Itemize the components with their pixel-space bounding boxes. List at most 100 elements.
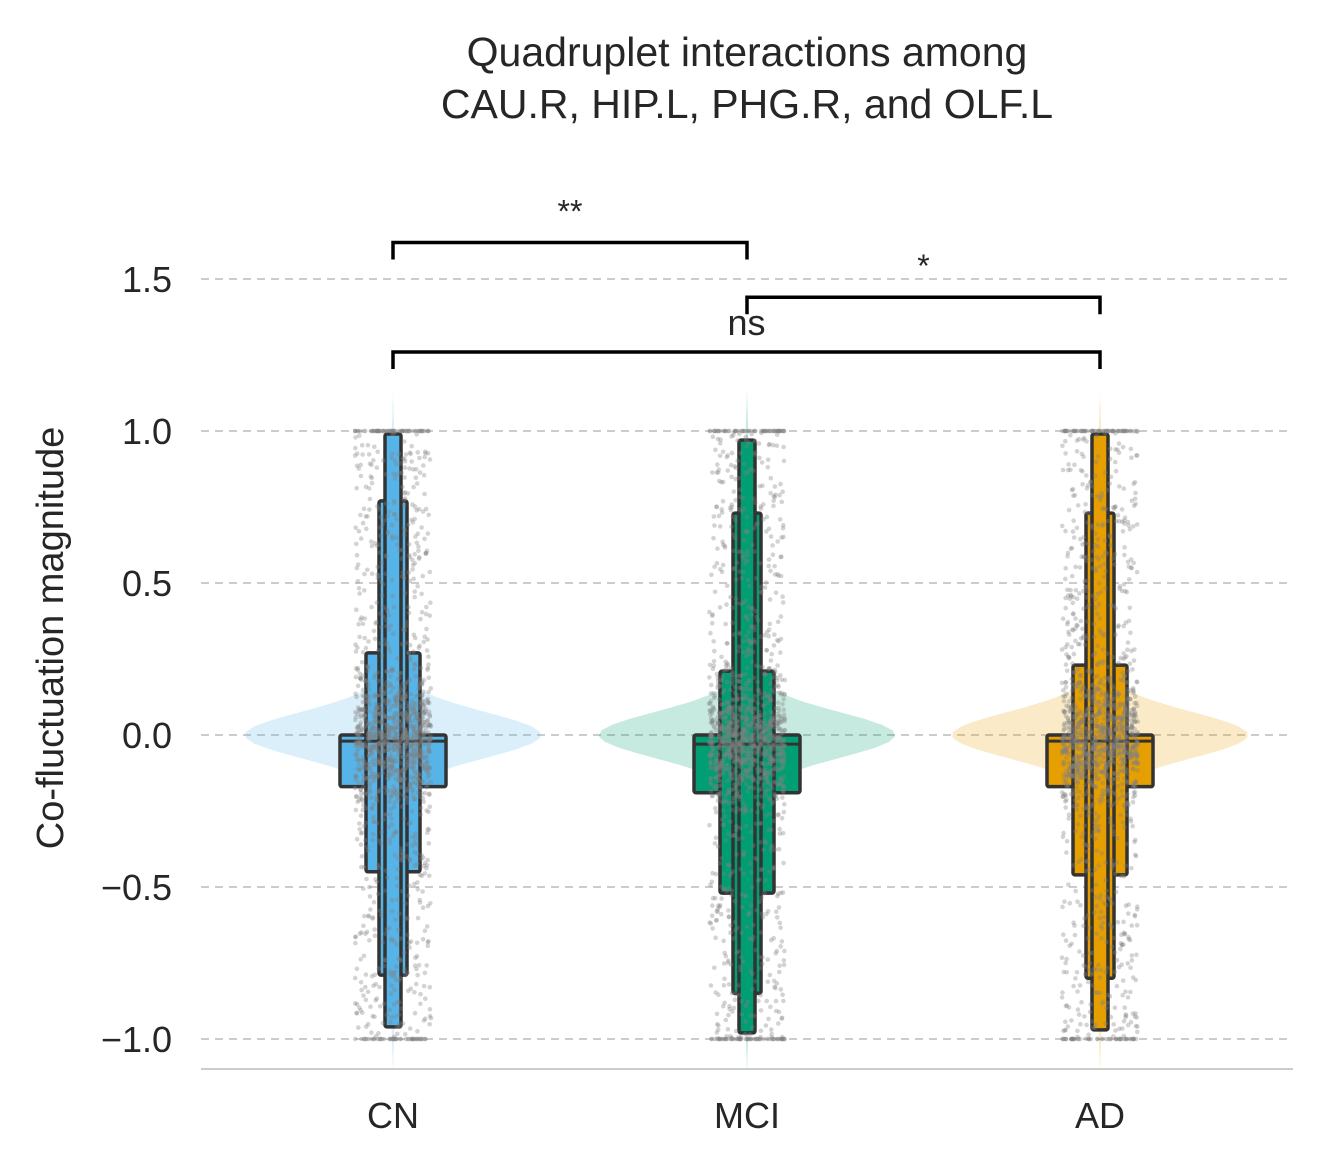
strip-point-cn xyxy=(379,717,385,723)
strip-point-cn xyxy=(420,509,426,514)
strip-point-cn xyxy=(400,484,405,490)
strip-point-cn xyxy=(417,455,422,461)
strip-point-cn xyxy=(426,749,431,755)
strip-point-mci xyxy=(725,724,730,730)
strip-point-ad xyxy=(1125,559,1131,565)
strip-point-ad xyxy=(1087,725,1093,730)
strip-point-cn xyxy=(374,879,380,885)
strip-point-cn xyxy=(354,836,360,842)
strip-point-cn xyxy=(414,1036,420,1042)
strip-point-cn xyxy=(363,645,369,651)
strip-point-cn xyxy=(356,1025,361,1030)
strip-point-cn xyxy=(403,759,409,765)
strip-point-ad xyxy=(1086,779,1092,785)
strip-point-mci xyxy=(740,835,745,841)
strip-point-cn xyxy=(405,736,411,741)
strip-point-mci xyxy=(775,683,780,688)
strip-point-cn xyxy=(404,734,410,739)
strip-point-ad xyxy=(1063,960,1068,966)
strip-point-ad xyxy=(1088,1002,1093,1007)
strip-point-cn xyxy=(427,712,433,718)
strip-point-cn xyxy=(414,981,419,987)
strip-point-ad xyxy=(1133,748,1139,753)
strip-point-mci xyxy=(754,576,759,581)
strip-point-mci xyxy=(726,982,732,987)
strip-point-mci xyxy=(762,690,767,696)
strip-point-cn xyxy=(392,734,398,740)
strip-point-cn xyxy=(425,830,430,835)
strip-point-mci xyxy=(764,998,769,1004)
strip-point-mci xyxy=(776,847,782,852)
strip-point-ad xyxy=(1115,750,1120,755)
strip-point-cn xyxy=(402,950,407,956)
strip-point-cn xyxy=(387,725,393,731)
strip-point-mci xyxy=(736,992,742,998)
strip-point-cn xyxy=(404,428,409,434)
strip-point-cn xyxy=(416,777,421,782)
strip-point-cn xyxy=(406,716,411,721)
strip-point-cn xyxy=(428,901,433,906)
strip-point-mci xyxy=(728,819,733,824)
strip-point-mci xyxy=(737,1036,743,1042)
strip-point-ad xyxy=(1096,863,1102,868)
strip-point-cn xyxy=(427,722,433,728)
strip-point-mci xyxy=(745,528,750,534)
strip-point-mci xyxy=(756,709,762,715)
strip-point-ad xyxy=(1061,791,1067,797)
strip-point-cn xyxy=(384,428,389,434)
strip-point-cn xyxy=(406,821,412,826)
strip-point-cn xyxy=(412,757,418,762)
strip-point-mci xyxy=(780,890,786,895)
strip-point-mci xyxy=(756,801,762,807)
strip-point-cn xyxy=(376,542,382,547)
strip-point-cn xyxy=(372,636,378,642)
strip-point-cn xyxy=(423,1036,428,1042)
strip-point-cn xyxy=(404,700,410,706)
strip-point-cn xyxy=(352,1036,358,1042)
strip-point-cn xyxy=(365,1021,371,1027)
strip-point-cn xyxy=(396,690,401,695)
strip-point-mci xyxy=(743,808,749,814)
strip-point-cn xyxy=(407,857,413,862)
strip-point-mci xyxy=(731,548,737,554)
strip-point-ad xyxy=(1079,759,1084,765)
strip-point-mci xyxy=(715,678,721,684)
strip-point-cn xyxy=(415,741,421,746)
strip-point-mci xyxy=(711,695,717,701)
strip-point-cn xyxy=(416,772,422,777)
strip-point-mci xyxy=(768,709,773,714)
strip-point-ad xyxy=(1107,446,1113,452)
strip-point-mci xyxy=(736,475,742,481)
strip-point-cn xyxy=(384,790,389,796)
strip-point-cn xyxy=(424,626,429,632)
strip-point-mci xyxy=(755,878,761,883)
strip-point-cn xyxy=(357,767,362,773)
strip-point-mci xyxy=(734,757,740,763)
strip-point-mci xyxy=(773,767,779,772)
strip-point-ad xyxy=(1061,698,1067,704)
strip-point-cn xyxy=(386,726,392,731)
strip-point-mci xyxy=(761,517,766,522)
strip-point-cn xyxy=(360,779,366,784)
strip-point-cn xyxy=(369,475,375,481)
strip-point-cn xyxy=(384,927,390,932)
strip-point-cn xyxy=(403,729,408,734)
strip-point-cn xyxy=(392,1036,397,1042)
strip-point-cn xyxy=(360,798,365,804)
strip-point-cn xyxy=(382,963,387,969)
strip-point-cn xyxy=(358,617,363,622)
strip-point-cn xyxy=(374,711,380,716)
strip-point-cn xyxy=(420,937,426,942)
strip-point-mci xyxy=(718,778,723,784)
strip-point-cn xyxy=(414,540,420,546)
strip-point-cn xyxy=(371,720,376,725)
strip-point-ad xyxy=(1067,900,1073,906)
strip-point-cn xyxy=(395,768,400,773)
strip-point-cn xyxy=(369,480,375,486)
strip-point-cn xyxy=(412,551,418,557)
strip-point-ad xyxy=(1086,813,1091,818)
strip-point-mci xyxy=(781,444,786,450)
strip-point-cn xyxy=(384,738,390,744)
strip-point-cn xyxy=(412,990,417,995)
strip-point-ad xyxy=(1075,623,1080,628)
